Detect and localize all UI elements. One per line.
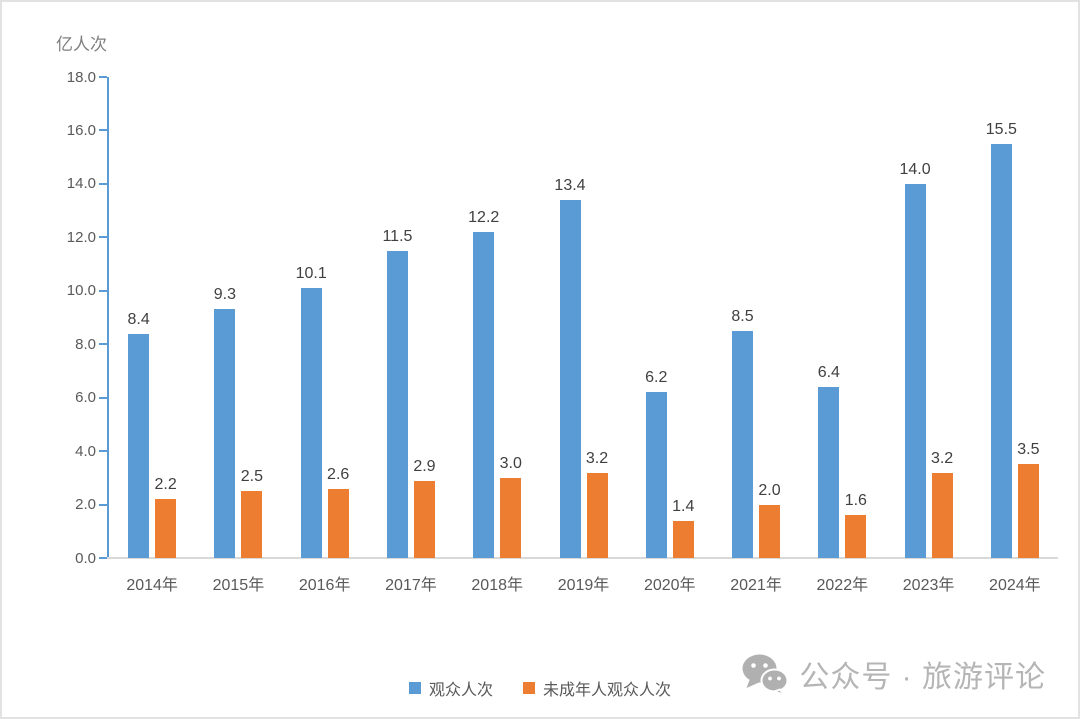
y-axis-tick — [99, 503, 107, 506]
y-axis-tick-label: 16.0 — [66, 121, 96, 139]
bar-minor-2020年 — [672, 520, 694, 558]
y-axis-tick — [99, 557, 107, 559]
legend-label: 观众人次 — [428, 682, 493, 699]
data-label-minor-2023年: 3.2 — [930, 449, 954, 467]
bar-total-2020年 — [645, 392, 667, 558]
bar-total-2019年 — [559, 199, 581, 558]
y-axis-tick — [99, 129, 107, 132]
x-axis-label-2022年: 2022年 — [816, 577, 869, 594]
y-axis-tick — [99, 289, 107, 292]
x-axis-label-2016年: 2016年 — [298, 577, 351, 594]
wechat-icon — [742, 654, 789, 695]
data-label-minor-2022年: 1.6 — [844, 492, 867, 510]
data-label-minor-2018年: 3.0 — [499, 454, 522, 472]
data-label-total-2022年: 6.4 — [817, 363, 840, 381]
bar-minor-2023年 — [931, 472, 953, 558]
data-label-minor-2015年: 2.5 — [240, 468, 264, 486]
bar-total-2022年 — [818, 386, 840, 558]
y-axis-tick-label: 6.0 — [75, 389, 96, 407]
data-label-minor-2024年: 3.5 — [1017, 441, 1040, 459]
legend-label: 未成年人观众人次 — [543, 682, 672, 699]
x-axis-label-2021年: 2021年 — [730, 577, 782, 594]
watermark-text: 公众号 · 旅游评论 — [799, 661, 1046, 694]
x-axis-label-2018年: 2018年 — [471, 577, 524, 594]
bar-minor-2015年 — [241, 491, 263, 558]
legend-swatch-blue — [408, 682, 421, 694]
data-label-total-2016年: 10.1 — [295, 265, 327, 283]
bar-minor-2021年 — [759, 504, 781, 558]
bar-minor-2024年 — [1017, 464, 1039, 558]
legend: 观众人次 未成年人观众人次 — [2, 676, 1078, 700]
y-axis-tick-label: 10.0 — [66, 282, 96, 300]
y-axis-tick-label: 0.0 — [75, 549, 96, 567]
y-axis-tick — [99, 343, 107, 346]
data-label-minor-2021年: 2.0 — [758, 481, 781, 499]
bar-total-2023年 — [904, 183, 926, 558]
y-axis-tick-label: 2.0 — [75, 496, 96, 514]
x-axis-label-2015年: 2015年 — [212, 577, 265, 594]
data-label-total-2021年: 8.5 — [731, 307, 754, 325]
x-axis-label-2014年: 2014年 — [126, 577, 178, 594]
plot-area: 0.0 2.0 4.0 6.0 8.0 10.0 12.0 14.0 16.0 18.0 8.4 2.… — [67, 70, 1058, 594]
data-label-total-2023年: 14.0 — [899, 160, 931, 178]
bar-minor-2019年 — [586, 472, 608, 558]
y-axis-unit-label: 亿人次 — [56, 35, 107, 54]
data-label-total-2019年: 13.4 — [554, 176, 586, 194]
bar-minor-2018年 — [500, 477, 522, 558]
bar-total-2014年 — [128, 333, 150, 558]
y-axis-tick-label: 18.0 — [66, 68, 96, 86]
data-label-total-2017年: 11.5 — [382, 227, 413, 245]
y-axis-tick — [99, 182, 107, 185]
y-axis-line — [107, 77, 109, 558]
bar-total-2024年 — [990, 143, 1012, 558]
legend-item-minor: 未成年人观众人次 — [523, 676, 671, 700]
legend-swatch-orange — [523, 682, 535, 694]
data-label-total-2020年: 6.2 — [645, 369, 668, 387]
bar-total-2021年 — [732, 330, 754, 558]
data-label-minor-2020年: 1.4 — [672, 497, 695, 515]
data-label-minor-2014年: 2.2 — [154, 476, 177, 494]
bar-total-2015年 — [214, 309, 236, 558]
y-axis-tick — [99, 76, 107, 78]
y-axis-tick — [99, 450, 107, 453]
data-label-minor-2017年: 2.9 — [413, 457, 436, 475]
x-axis-label-2019年: 2019年 — [557, 577, 610, 594]
watermark: 公众号 · 旅游评论 — [741, 652, 1046, 696]
x-axis-label-2020年: 2020年 — [643, 577, 696, 594]
bar-total-2018年 — [473, 232, 495, 558]
bar-total-2017年 — [386, 250, 408, 558]
x-axis-label-2023年: 2023年 — [902, 577, 955, 594]
bar-total-2016年 — [300, 288, 322, 558]
bar-minor-2022年 — [845, 515, 867, 558]
data-label-total-2014年: 8.4 — [127, 310, 150, 328]
legend-item-total: 观众人次 — [408, 676, 493, 700]
y-axis-tick-label: 4.0 — [75, 442, 96, 460]
data-label-total-2018年: 12.2 — [468, 209, 500, 226]
x-axis-line — [107, 557, 1058, 559]
y-axis-tick — [99, 236, 107, 239]
y-axis-tick-label: 12.0 — [66, 228, 96, 246]
y-axis-tick — [99, 396, 107, 399]
data-label-total-2015年: 9.3 — [213, 286, 237, 304]
data-label-minor-2016年: 2.6 — [327, 465, 350, 483]
data-label-minor-2019年: 3.2 — [585, 449, 609, 467]
bar-minor-2016年 — [327, 488, 349, 558]
data-label-total-2024年: 15.5 — [985, 120, 1017, 138]
bar-minor-2014年 — [155, 499, 177, 558]
x-axis-label-2017年: 2017年 — [385, 577, 437, 594]
y-axis-tick-label: 8.0 — [75, 335, 96, 353]
x-axis-label-2024年: 2024年 — [989, 577, 1041, 594]
bar-minor-2017年 — [413, 480, 435, 558]
y-axis-tick-label: 14.0 — [66, 175, 96, 193]
